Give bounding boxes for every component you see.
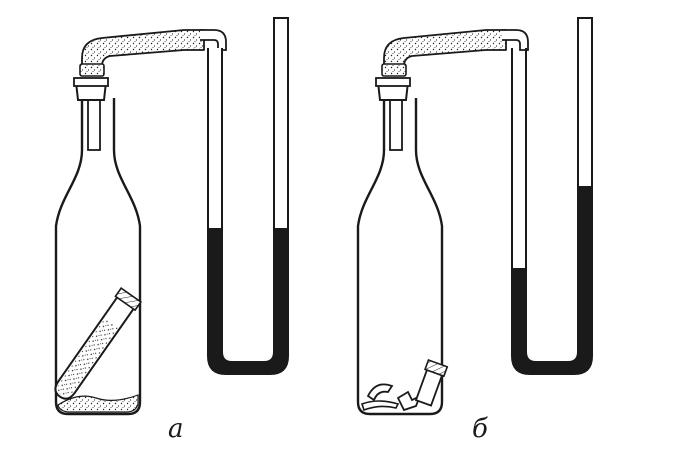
hose-a bbox=[81, 29, 205, 69]
neck-tube-b bbox=[389, 97, 403, 151]
stopper-cap-b bbox=[375, 77, 411, 87]
hose-clamp-b bbox=[381, 63, 407, 77]
panel-b-caption: б bbox=[472, 414, 488, 444]
bottle-a bbox=[54, 98, 142, 416]
panel-a-caption: а bbox=[168, 414, 184, 444]
panel-a bbox=[54, 17, 289, 416]
test-tube-a bbox=[54, 287, 142, 400]
connector-tube-b bbox=[502, 29, 529, 51]
manometer-a bbox=[207, 17, 289, 375]
hose-b bbox=[383, 29, 507, 69]
manometer-liquid-a bbox=[208, 228, 288, 374]
stopper-cap-a bbox=[73, 77, 109, 87]
manometer-b bbox=[511, 17, 593, 375]
panel-b bbox=[356, 17, 593, 416]
manometer-liquid-b bbox=[512, 186, 592, 374]
neck-tube-a bbox=[87, 97, 101, 151]
hose-clamp-a bbox=[79, 63, 105, 77]
broken-test-tube-b bbox=[360, 358, 449, 412]
bottle-b bbox=[356, 98, 444, 416]
liquid-mound-a bbox=[57, 394, 139, 413]
